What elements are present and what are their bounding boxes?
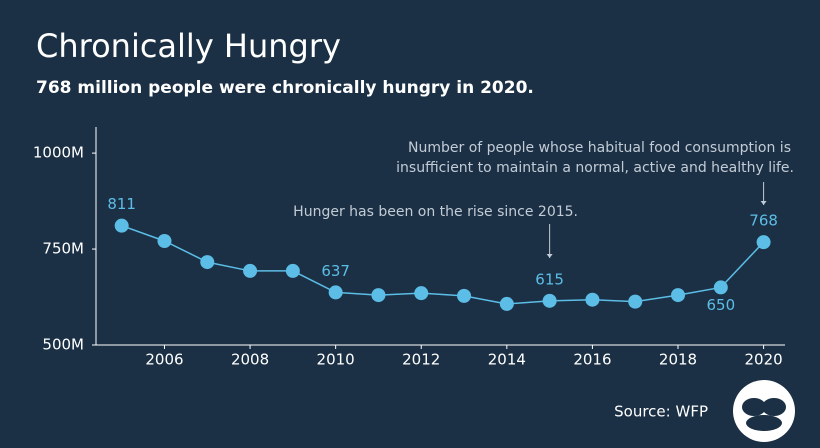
point <box>243 263 258 278</box>
point <box>371 288 386 303</box>
annotation: Hunger has been on the rise since 2015. <box>293 204 578 220</box>
point <box>585 292 600 307</box>
value-label: 768 <box>749 212 778 230</box>
x-tick-label: 2010 <box>317 351 355 369</box>
annotation-arrowhead <box>760 201 767 205</box>
point <box>542 293 557 308</box>
point <box>628 294 643 309</box>
annotation-arrowhead <box>546 254 553 258</box>
value-label: 811 <box>107 195 136 213</box>
point <box>157 233 172 248</box>
point <box>713 280 728 295</box>
point <box>114 218 129 233</box>
point <box>756 235 771 250</box>
point <box>499 296 514 311</box>
chart-title: Chronically Hungry <box>36 27 341 65</box>
chart-subtitle: 768 million people were chronically hung… <box>36 78 534 98</box>
source: Source: WFP <box>614 403 708 421</box>
point <box>328 285 343 300</box>
point <box>457 288 472 303</box>
logo <box>733 380 795 442</box>
y-tick-label: 750M <box>42 240 84 258</box>
value-label: 637 <box>321 262 350 280</box>
annotation: insufficient to maintain a normal, activ… <box>396 160 794 176</box>
x-tick-label: 2008 <box>231 351 269 369</box>
x-tick-label: 2006 <box>145 351 183 369</box>
value-label: 650 <box>706 296 735 314</box>
point <box>671 288 686 303</box>
line <box>121 224 765 305</box>
x-tick-label: 2016 <box>573 351 611 369</box>
x-tick-label: 2012 <box>402 351 440 369</box>
y-tick-label: 500M <box>42 336 84 354</box>
point <box>414 286 429 301</box>
x-tick-label: 2018 <box>659 351 697 369</box>
annotation: Number of people whose habitual food con… <box>408 140 791 156</box>
x-tick-label: 2014 <box>488 351 526 369</box>
point <box>200 255 215 270</box>
value-label: 615 <box>535 270 564 288</box>
x-tick-label: 2020 <box>745 351 783 369</box>
y-tick-label: 1000M <box>33 144 84 162</box>
point <box>285 263 300 278</box>
